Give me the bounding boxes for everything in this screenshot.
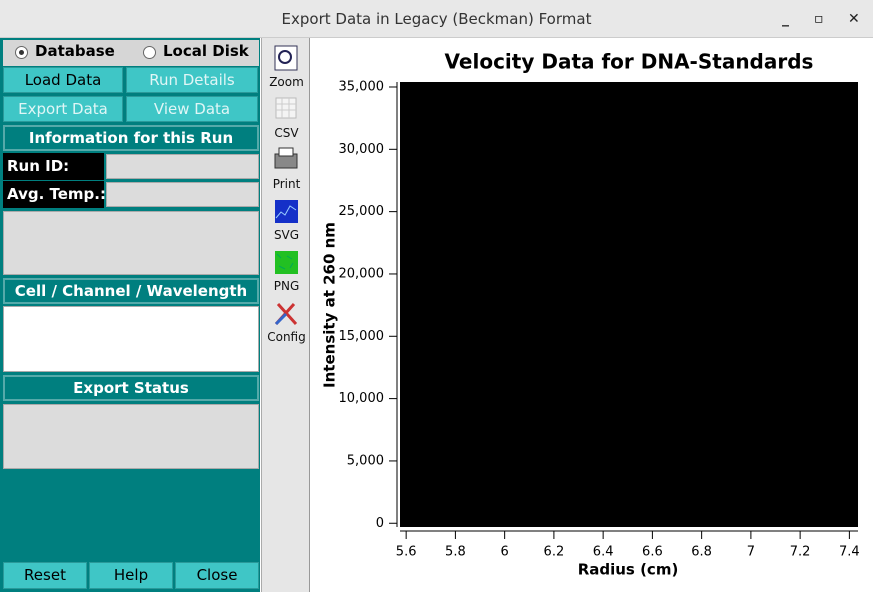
window-title: Export Data in Legacy (Beckman) Format	[0, 0, 873, 38]
radio-label: Database	[35, 42, 115, 60]
button[interactable]: Run Details	[126, 67, 258, 93]
y-axis-label: Intensity at 260 nm	[321, 222, 339, 388]
field-value	[106, 154, 259, 179]
csv-icon	[275, 97, 297, 119]
x-tick-label: 7.4	[839, 545, 860, 560]
button[interactable]: View Data Report	[126, 96, 258, 142]
x-tick-label: 6.8	[691, 545, 712, 560]
x-tick-label: 7.2	[790, 545, 811, 560]
field-label: Run ID:	[3, 153, 104, 180]
info-box	[3, 211, 259, 275]
tool-label[interactable]: PNG	[273, 279, 300, 293]
plot-title: Velocity Data for DNA-Standards	[445, 50, 814, 74]
x-axis-label: Radius (cm)	[578, 561, 679, 579]
field-label: Avg. Temp.:	[3, 181, 106, 208]
radio-label: Local Disk	[163, 42, 249, 60]
button[interactable]: Close	[175, 562, 259, 589]
toolbar: Zoom CSV Print SVG PNG Config	[261, 38, 310, 592]
banner: Information for this Run	[3, 125, 259, 151]
plot-area	[400, 82, 858, 527]
button[interactable]: Load Data	[3, 67, 123, 93]
maximize[interactable]: ▫	[814, 11, 824, 27]
plot: Velocity Data for DNA-Standards Radius (…	[321, 50, 860, 579]
source-row: Database Local Disk	[3, 40, 259, 66]
button[interactable]: Reset	[3, 562, 87, 589]
x-tick-label: 6.6	[642, 545, 663, 560]
x-tick-label: 6	[501, 545, 509, 560]
button[interactable]: Help	[89, 562, 173, 589]
radio[interactable]	[15, 46, 28, 59]
x-tick-label: 7	[747, 545, 755, 560]
tool-label[interactable]: Zoom	[269, 75, 304, 89]
status-box	[3, 404, 259, 469]
toolbar-icons	[274, 45, 298, 326]
button[interactable]: Export Data	[3, 96, 123, 122]
radio-dot	[19, 50, 24, 55]
tool-label[interactable]: CSV	[274, 126, 299, 140]
y-tick-label: 15,000	[339, 329, 385, 344]
field-value	[106, 182, 259, 207]
banner: Cell / Channel / Wavelength	[3, 278, 259, 304]
y-tick-label: 10,000	[339, 391, 385, 406]
cell-list	[3, 306, 259, 372]
radio[interactable]	[143, 46, 156, 59]
y-tick-label: 30,000	[339, 142, 385, 157]
x-tick-label: 6.2	[544, 545, 565, 560]
y-tick-label: 35,000	[339, 79, 385, 94]
x-tick-label: 6.4	[593, 545, 614, 560]
minimize[interactable]: _	[782, 11, 789, 27]
tool-label[interactable]: SVG	[273, 228, 300, 242]
y-tick-label: 5,000	[347, 453, 384, 468]
y-tick-label: 25,000	[339, 204, 385, 219]
x-tick-label: 5.6	[396, 545, 417, 560]
tool-label[interactable]: Config	[267, 330, 306, 344]
y-tick-label: 20,000	[339, 266, 385, 281]
x-tick-label: 5.8	[445, 545, 466, 560]
tool-label[interactable]: Print	[272, 177, 301, 191]
png-icon	[275, 251, 298, 274]
close-window[interactable]: ✕	[848, 11, 860, 27]
banner: Export Status	[3, 375, 259, 401]
y-tick-label: 0	[376, 516, 384, 531]
